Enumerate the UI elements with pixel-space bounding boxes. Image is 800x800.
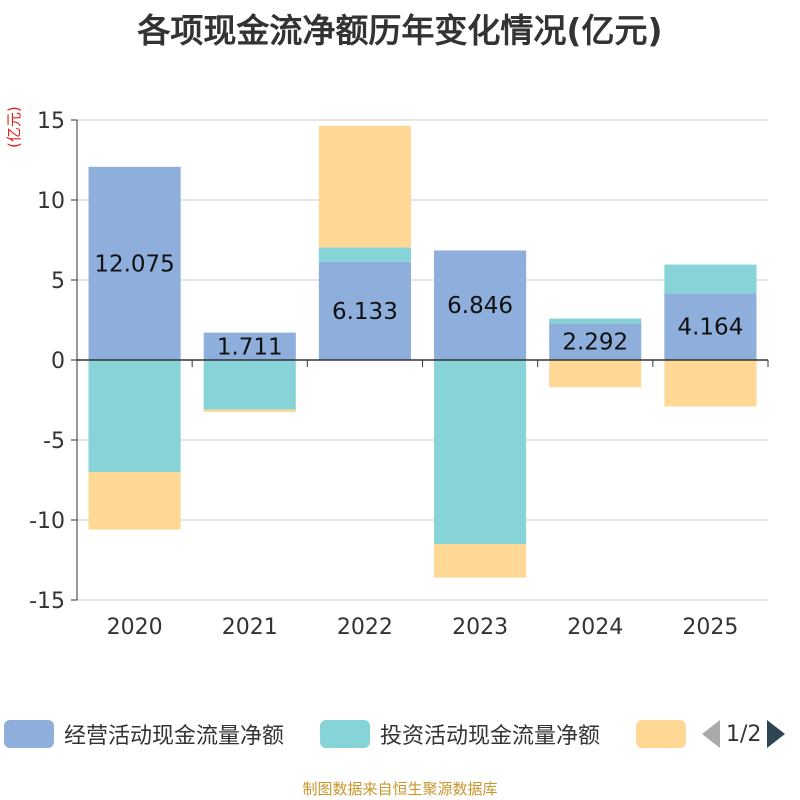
bar-series0-2021 — [203, 332, 296, 360]
prev-page-arrow-icon[interactable] — [702, 720, 720, 748]
bar-series1-2025 — [664, 264, 757, 294]
y-tick-label: 10 — [37, 189, 65, 214]
bar-series2-2022 — [318, 125, 411, 248]
bar-series1-2023 — [434, 360, 527, 544]
legend-swatch-investing — [320, 720, 370, 748]
legend-label-investing: 投资活动现金流量净额 — [380, 724, 601, 749]
bar-series0-2023 — [434, 250, 527, 360]
bar-series1-2022 — [318, 247, 411, 262]
y-tick-label: 15 — [37, 109, 65, 134]
data-label-2023: 6.846 — [447, 293, 513, 319]
data-label-2021: 1.711 — [217, 334, 283, 360]
data-label-2025: 4.164 — [677, 315, 743, 341]
legend-label-operating: 经营活动现金流量净额 — [64, 724, 285, 749]
y-tick-label: -5 — [43, 429, 65, 454]
y-tick-label: 5 — [51, 269, 65, 294]
x-tick-label-2023: 2023 — [452, 615, 508, 640]
next-page-arrow-icon[interactable] — [767, 720, 786, 748]
x-tick-label-2022: 2022 — [337, 615, 393, 640]
legend-pager: 1/2 — [702, 716, 786, 752]
bar-series1-2020 — [88, 360, 181, 472]
y-tick-label: -10 — [29, 509, 65, 534]
data-label-2024: 2.292 — [562, 330, 628, 356]
data-label-2022: 6.133 — [332, 299, 398, 325]
bar-series2-2023 — [434, 544, 527, 578]
bar-series2-2024 — [549, 360, 642, 388]
bar-series0-2025 — [664, 293, 757, 360]
y-axis-unit-label: (亿元) — [5, 106, 23, 148]
x-tick-label-2025: 2025 — [682, 615, 738, 640]
bar-series1-2024 — [549, 318, 642, 324]
chart-title: 各项现金流净额历年变化情况(亿元) — [137, 11, 663, 50]
y-tick-label: 0 — [51, 349, 65, 374]
bar-series2-2025 — [664, 360, 757, 407]
data-source-note: 制图数据来自恒生聚源数据库 — [302, 780, 498, 798]
x-tick-label-2021: 2021 — [222, 615, 278, 640]
x-tick-label-2020: 2020 — [107, 615, 163, 640]
legend-item-investing[interactable]: 投资活动现金流量净额 — [320, 716, 600, 752]
bar-series0-2020 — [88, 166, 181, 360]
chart-legend: 经营活动现金流量净额 投资活动现金流量净额 1/2 — [0, 716, 800, 752]
legend-swatch-financing — [636, 720, 686, 748]
x-tick-label-2024: 2024 — [567, 615, 623, 640]
data-label-2020: 12.075 — [94, 251, 174, 277]
y-tick-label: -15 — [29, 589, 65, 614]
bar-series2-2021 — [203, 409, 296, 412]
legend-swatch-operating — [4, 720, 54, 748]
bar-series1-2021 — [203, 360, 296, 410]
bar-series2-2020 — [88, 472, 181, 530]
legend-item-operating[interactable]: 经营活动现金流量净额 — [4, 716, 284, 752]
legend-page-number: 1/2 — [726, 721, 762, 747]
bar-series0-2024 — [549, 323, 642, 360]
bar-series0-2022 — [318, 261, 411, 360]
legend-item-financing[interactable] — [636, 716, 696, 752]
